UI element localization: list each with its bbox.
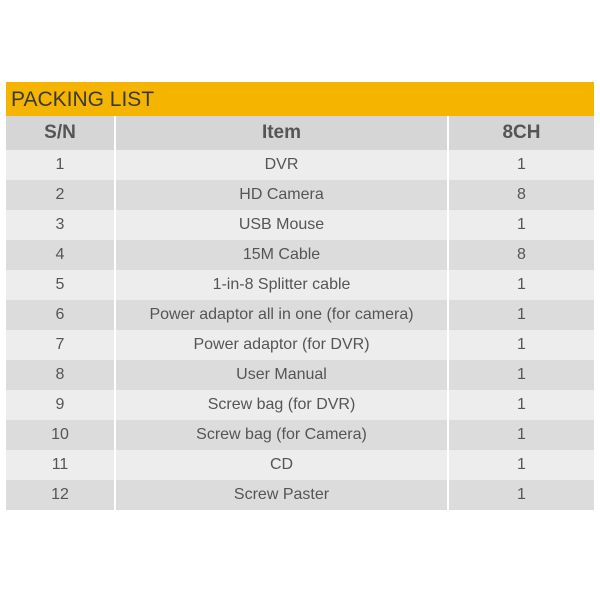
sn-cell: 3 bbox=[6, 210, 115, 240]
table-row: 4 15M Cable 8 bbox=[6, 240, 594, 270]
sn-cell: 6 bbox=[6, 300, 115, 330]
table-header-row: S/N Item 8CH bbox=[6, 116, 594, 150]
quantity-cell: 8 bbox=[447, 240, 594, 270]
packing-list-title: PACKING LIST bbox=[6, 82, 594, 116]
quantity-cell: 1 bbox=[447, 420, 594, 450]
table-row: 6 Power adaptor all in one (for camera) 1 bbox=[6, 300, 594, 330]
item-cell: Screw bag (for DVR) bbox=[114, 390, 448, 420]
item-cell: Screw Paster bbox=[114, 480, 448, 510]
quantity-cell: 1 bbox=[447, 360, 594, 390]
quantity-cell: 1 bbox=[447, 450, 594, 480]
table-row: 1 DVR 1 bbox=[6, 150, 594, 180]
item-cell: Power adaptor all in one (for camera) bbox=[114, 300, 448, 330]
item-cell: User Manual bbox=[114, 360, 448, 390]
table-row: 12 Screw Paster 1 bbox=[6, 480, 594, 510]
table-row: 11 CD 1 bbox=[6, 450, 594, 480]
item-cell: Screw bag (for Camera) bbox=[114, 420, 448, 450]
item-cell: HD Camera bbox=[114, 180, 448, 210]
table-row: 5 1-in-8 Splitter cable 1 bbox=[6, 270, 594, 300]
item-cell: Power adaptor (for DVR) bbox=[114, 330, 448, 360]
table-row: 7 Power adaptor (for DVR) 1 bbox=[6, 330, 594, 360]
sn-cell: 9 bbox=[6, 390, 115, 420]
quantity-cell: 1 bbox=[447, 150, 594, 180]
packing-table: S/N Item 8CH 1 DVR 1 2 HD Camera 8 3 USB Mouse 1… bbox=[6, 116, 594, 510]
sn-cell: 12 bbox=[6, 480, 115, 510]
item-cell: CD bbox=[114, 450, 448, 480]
item-cell: DVR bbox=[114, 150, 448, 180]
quantity-cell: 1 bbox=[447, 330, 594, 360]
sn-cell: 1 bbox=[6, 150, 115, 180]
table-row: 8 User Manual 1 bbox=[6, 360, 594, 390]
column-header-8ch: 8CH bbox=[447, 116, 594, 150]
table-row: 10 Screw bag (for Camera) 1 bbox=[6, 420, 594, 450]
quantity-cell: 1 bbox=[447, 390, 594, 420]
table-row: 2 HD Camera 8 bbox=[6, 180, 594, 210]
quantity-cell: 8 bbox=[447, 180, 594, 210]
sn-cell: 11 bbox=[6, 450, 115, 480]
sn-cell: 2 bbox=[6, 180, 115, 210]
quantity-cell: 1 bbox=[447, 210, 594, 240]
item-cell: USB Mouse bbox=[114, 210, 448, 240]
sn-cell: 5 bbox=[6, 270, 115, 300]
sn-cell: 8 bbox=[6, 360, 115, 390]
quantity-cell: 1 bbox=[447, 300, 594, 330]
packing-list: PACKING LIST S/N Item 8CH 1 DVR 1 2 HD Camer… bbox=[6, 82, 594, 510]
column-header-sn: S/N bbox=[6, 116, 115, 150]
quantity-cell: 1 bbox=[447, 270, 594, 300]
table-row: 9 Screw bag (for DVR) 1 bbox=[6, 390, 594, 420]
item-cell: 15M Cable bbox=[114, 240, 448, 270]
table-row: 3 USB Mouse 1 bbox=[6, 210, 594, 240]
sn-cell: 7 bbox=[6, 330, 115, 360]
item-cell: 1-in-8 Splitter cable bbox=[114, 270, 448, 300]
quantity-cell: 1 bbox=[447, 480, 594, 510]
sn-cell: 10 bbox=[6, 420, 115, 450]
sn-cell: 4 bbox=[6, 240, 115, 270]
column-header-item: Item bbox=[114, 116, 448, 150]
